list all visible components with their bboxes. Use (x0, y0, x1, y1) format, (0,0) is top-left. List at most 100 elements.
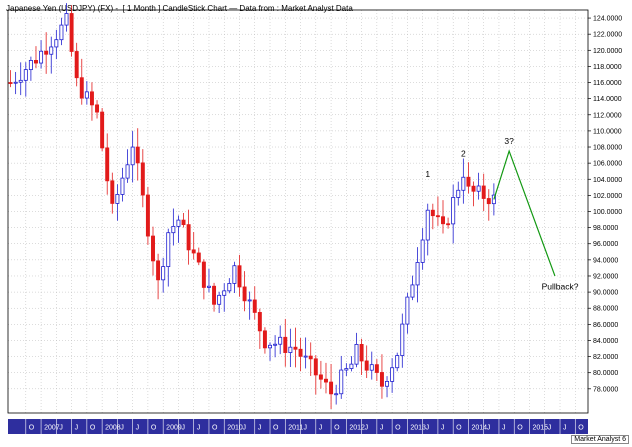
candle-body (13, 81, 18, 84)
candle (268, 342, 272, 361)
candle (420, 228, 425, 270)
candle (110, 172, 115, 214)
y-tick-label: 106.0000 (593, 161, 622, 168)
x-tick-label: J (59, 425, 63, 432)
candle (212, 282, 217, 312)
candle-body (374, 364, 379, 373)
candle (303, 337, 308, 369)
candle (334, 384, 339, 405)
candle (441, 200, 445, 234)
candle (395, 352, 400, 372)
x-tick-label: J (548, 425, 552, 432)
annotations: 1 2 3? Pullback? (425, 136, 578, 292)
candle (206, 268, 211, 293)
candle-body (257, 312, 262, 332)
candle-body (84, 91, 89, 99)
candle-body (237, 265, 242, 288)
y-tick-label: 108.0000 (593, 145, 622, 152)
candle (105, 133, 110, 195)
candle-body (364, 360, 369, 371)
candle-body (115, 194, 120, 204)
y-tick-label: 118.0000 (593, 64, 622, 71)
x-tick-label: 2013 (410, 425, 426, 432)
candle (222, 283, 227, 312)
candle-body (79, 77, 84, 99)
candle-body (181, 219, 186, 226)
x-tick-label: O (90, 425, 96, 432)
candle-body (161, 266, 166, 281)
candle (54, 29, 59, 60)
x-tick-label: J (258, 425, 262, 432)
candle (435, 196, 440, 226)
candle (49, 36, 54, 74)
candle-body (171, 225, 176, 234)
candle-body (262, 330, 267, 349)
candle-body (145, 194, 150, 237)
x-axis: O 2007 J J O 2008 J J O 2009 J J O 2010 J J O 2011 J J O 2012… (8, 419, 588, 434)
candle-body (405, 296, 410, 325)
candle (100, 108, 105, 152)
candle (227, 278, 232, 294)
y-tick-label: 84.0000 (593, 338, 618, 345)
candle (44, 32, 49, 74)
candle (451, 184, 456, 244)
y-tick-label: 116.0000 (593, 80, 622, 87)
candle (390, 358, 395, 393)
x-tick-label: J (441, 425, 445, 432)
candle-body (283, 336, 288, 353)
x-tick-label: 2007 (44, 425, 60, 432)
candle-body (212, 285, 217, 305)
candle-body (298, 348, 303, 357)
candle (217, 291, 222, 314)
y-tick-label: 122.0000 (593, 32, 622, 39)
candle-body (222, 290, 227, 296)
candle (79, 58, 84, 105)
candle (456, 181, 461, 206)
candle-body (456, 189, 461, 198)
y-axis: 78.0000 80.0000 82.0000 84.0000 86.0000 88.00… (588, 16, 622, 393)
candle-body (176, 219, 181, 227)
candle (130, 131, 135, 183)
candle (349, 356, 354, 372)
candle-body (466, 176, 471, 187)
x-tick-label: 2010 (227, 425, 243, 432)
candle-body (293, 346, 298, 350)
candle (430, 203, 435, 230)
candle (374, 359, 379, 382)
candle (471, 181, 476, 207)
projection-path (493, 149, 556, 277)
candle-body (329, 381, 334, 395)
candle-body (446, 223, 451, 226)
candle (23, 62, 28, 97)
candle-body (339, 369, 344, 395)
y-tick-label: 100.0000 (593, 209, 622, 216)
candle-body (120, 177, 125, 195)
candle-body (334, 393, 339, 396)
candle (69, 5, 74, 57)
y-tick-label: 94.0000 (593, 257, 618, 264)
candle (120, 167, 125, 202)
candle (425, 203, 430, 256)
candle-body (354, 344, 359, 365)
candle (140, 149, 145, 208)
candle (313, 355, 318, 395)
annotation-label: 3? (504, 136, 514, 146)
candle-body (385, 381, 390, 387)
candle-body (151, 235, 155, 262)
candle (359, 338, 364, 376)
candle (278, 325, 283, 355)
candle-body (44, 50, 49, 55)
candle (84, 81, 89, 105)
brand-label: Market Analyst 6 (571, 435, 629, 444)
candle-body (232, 265, 237, 284)
candle (481, 173, 486, 211)
x-tick-label: J (75, 425, 79, 432)
x-tick-label: O (395, 425, 401, 432)
candle-body (471, 185, 476, 192)
candle-body (425, 209, 430, 241)
candle (293, 327, 298, 368)
candle (400, 313, 405, 368)
candle-body (186, 224, 191, 251)
x-tick-label: 2009 (166, 425, 182, 432)
